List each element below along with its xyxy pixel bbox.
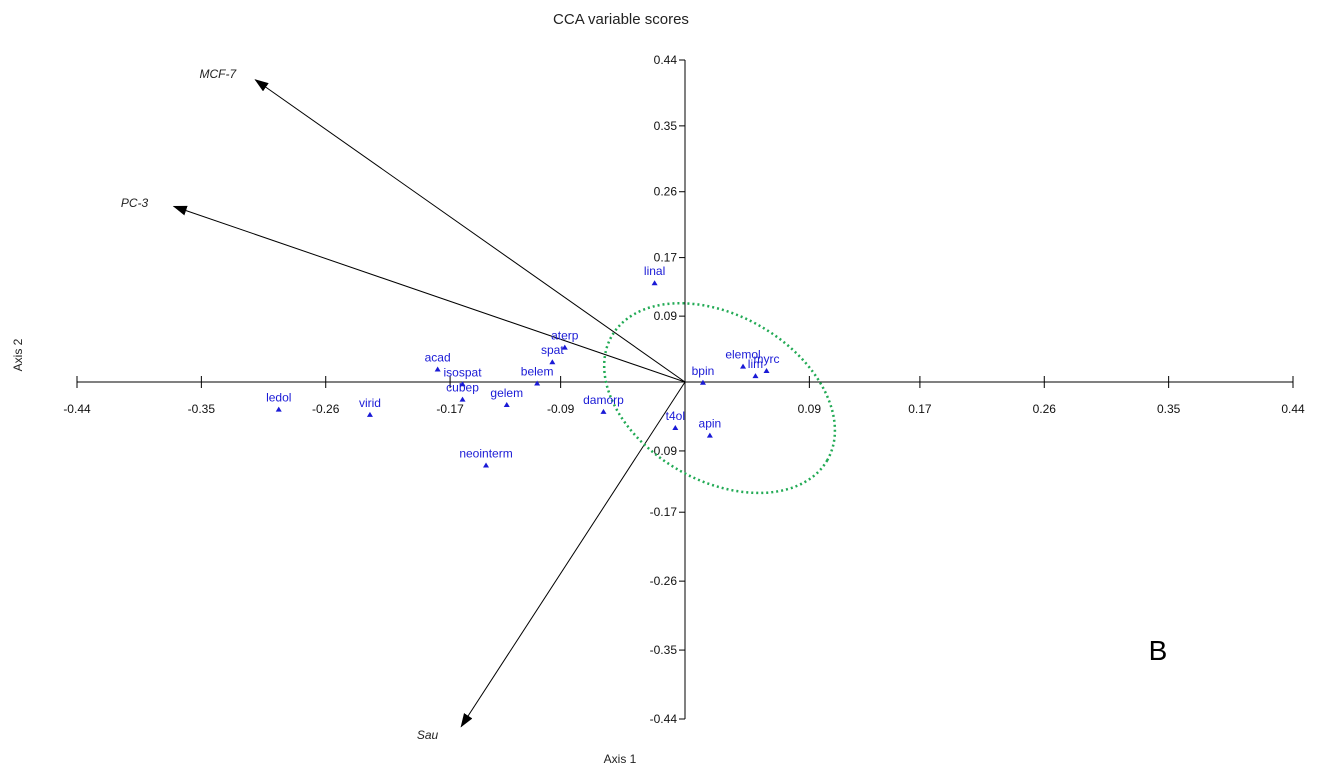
data-point-spat	[549, 359, 556, 365]
vector-arrow-pc-3	[172, 205, 686, 383]
data-point-linal	[651, 280, 658, 286]
data-point-elemol	[740, 363, 747, 369]
x-tick-label: -0.44	[63, 402, 91, 416]
x-tick-label: -0.35	[188, 402, 216, 416]
data-point-isospat	[459, 381, 466, 387]
point-label: bpin	[692, 364, 715, 378]
y-tick-label: 0.26	[654, 185, 678, 199]
vector-label: MCF-7	[199, 67, 237, 81]
data-point-apin	[706, 432, 713, 438]
data-point-damorp	[600, 408, 607, 414]
data-point-lim	[752, 373, 759, 379]
x-axis-ticks: -0.44 -0.35 -0.26 -0.17 -0.09 0.09 0.17 0.26 0.3…	[63, 376, 1305, 416]
y-tick-label: -0.35	[650, 643, 678, 657]
point-label: belem	[521, 365, 554, 379]
x-tick-label: -0.26	[312, 402, 340, 416]
data-point-cubep	[459, 396, 466, 402]
point-label: ledol	[266, 391, 291, 405]
chart-title: CCA variable scores	[553, 11, 689, 28]
x-tick-label: 0.26	[1033, 402, 1057, 416]
highlight-ellipse	[602, 301, 837, 495]
point-label: acad	[425, 351, 451, 365]
vector-label: PC-3	[121, 196, 149, 210]
point-label: lim	[748, 357, 763, 371]
point-label: linal	[644, 264, 665, 278]
x-tick-label: 0.44	[1281, 402, 1305, 416]
data-point-acad	[434, 366, 441, 372]
point-label: damorp	[583, 393, 624, 407]
y-tick-label: -0.17	[650, 505, 678, 519]
x-tick-label: -0.17	[436, 402, 464, 416]
x-tick-label: 0.17	[908, 402, 932, 416]
data-point-aterp	[561, 344, 568, 350]
point-label: apin	[699, 417, 722, 431]
vector-arrow-mcf-7	[254, 79, 686, 383]
data-point-bpin	[699, 379, 706, 385]
y-tick-label: 0.44	[654, 53, 678, 67]
data-point-t4ol	[672, 424, 679, 430]
y-tick-label: -0.26	[650, 574, 678, 588]
point-label: t4ol	[666, 409, 685, 423]
point-label: neointerm	[459, 446, 512, 460]
point-label: cubep	[446, 381, 479, 395]
data-point-virid	[366, 411, 373, 417]
y-tick-label: 0.35	[654, 119, 678, 133]
point-label: myrc	[754, 352, 780, 366]
x-tick-label: -0.09	[547, 402, 575, 416]
biplot-vectors: MCF-7 PC-3 Sau	[121, 67, 686, 742]
data-point-neointerm	[483, 462, 490, 468]
data-point-gelem	[503, 401, 510, 407]
data-point-ledol	[275, 406, 282, 412]
y-axis-label: Axis 2	[11, 338, 25, 371]
y-tick-label: 0.09	[654, 444, 678, 458]
y-tick-label: 0.09	[654, 309, 678, 323]
point-label: spat	[541, 343, 564, 357]
y-tick-label: -0.44	[650, 712, 678, 726]
y-tick-label: 0.17	[654, 251, 678, 265]
point-label: isospat	[444, 365, 483, 379]
point-label: virid	[359, 396, 381, 410]
vector-arrow-sau	[460, 381, 686, 728]
y-axis-ticks: 0.44 0.35 0.26 0.17 0.09 0.09 -0.17 -0.26 -0.35 -…	[650, 53, 685, 726]
x-axis-label: Axis 1	[604, 752, 637, 766]
point-label: aterp	[551, 329, 579, 343]
x-tick-label: 0.35	[1157, 402, 1181, 416]
data-point-myrc	[763, 368, 770, 374]
vector-label: Sau	[417, 728, 439, 742]
panel-label: B	[1149, 635, 1168, 666]
point-label: gelem	[490, 386, 523, 400]
point-label: elemol	[725, 348, 760, 362]
data-point-belem	[534, 380, 541, 386]
x-tick-label: 0.09	[798, 402, 822, 416]
